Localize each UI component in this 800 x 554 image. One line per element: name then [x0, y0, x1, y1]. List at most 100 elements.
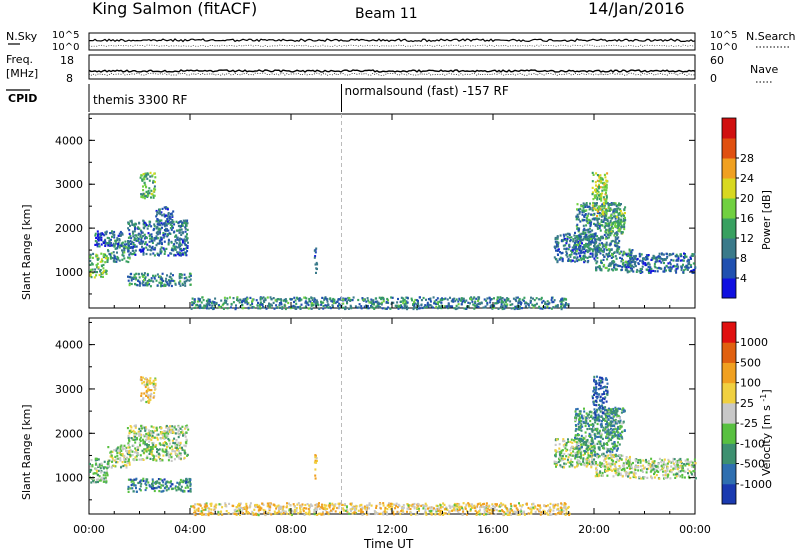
range-gate-cell	[684, 459, 687, 462]
range-gate-cell	[597, 217, 600, 220]
range-gate-cell	[105, 478, 108, 481]
range-gate-cell	[589, 252, 592, 255]
range-gate-cell	[110, 231, 113, 235]
range-gate-cell	[595, 473, 598, 476]
range-gate-cell	[631, 249, 634, 252]
range-gate-cell	[145, 486, 148, 490]
range-gate-cell	[173, 437, 176, 440]
range-gate-cell	[629, 267, 632, 270]
range-gate-cell	[577, 423, 580, 426]
freq-trace	[88, 69, 696, 73]
range-gate-cell	[149, 382, 152, 385]
range-gate-cell	[475, 297, 478, 300]
range-gate-cell	[119, 230, 122, 234]
range-gate-cell	[596, 226, 599, 229]
range-gate-cell	[601, 186, 604, 189]
range-gate-cell	[612, 453, 615, 457]
range-gate-cell	[158, 490, 161, 493]
range-gate-cell	[163, 229, 166, 232]
range-gate-cell	[607, 449, 609, 452]
range-gate-cell	[177, 456, 180, 459]
range-gate-cell	[594, 208, 597, 211]
range-gate-cell	[559, 450, 562, 454]
range-gate-cell	[137, 453, 140, 456]
range-gate-cell	[593, 202, 596, 205]
range-gate-cell	[598, 183, 600, 186]
range-gate-cell	[153, 388, 156, 391]
range-gate-cell	[178, 457, 181, 460]
range-gate-cell	[691, 253, 694, 256]
range-gate-cell	[617, 248, 620, 251]
range-gate-cell	[92, 252, 95, 255]
range-gate-cell	[591, 417, 594, 420]
range-gate-cell	[326, 297, 329, 301]
range-gate-cell	[616, 458, 619, 462]
range-gate-cell	[658, 457, 661, 460]
range-gate-cell	[601, 211, 604, 214]
range-gate-cell	[121, 253, 124, 257]
range-gate-cell	[183, 238, 186, 241]
range-gate-cell	[444, 297, 447, 300]
range-gate-cell	[616, 237, 619, 240]
range-gate-cell	[604, 213, 607, 216]
range-gate-cell	[171, 247, 174, 250]
range-gate-cell	[426, 304, 429, 307]
range-gate-cell	[142, 397, 145, 400]
range-gate-cell	[605, 224, 608, 227]
range-gate-cell	[259, 305, 261, 308]
range-gate-cell	[652, 269, 655, 272]
range-gate-cell	[601, 417, 604, 420]
range-gate-cell	[625, 253, 628, 256]
range-gate-cell	[174, 450, 176, 453]
range-gate-cell	[621, 257, 623, 260]
range-gate-cell	[618, 211, 621, 215]
range-gate-cell	[159, 224, 162, 227]
range-gate-cell	[155, 426, 158, 429]
range-gate-cell	[687, 266, 690, 269]
range-gate-cell	[591, 186, 594, 189]
range-gate-cell	[283, 304, 286, 307]
range-gate-cell	[186, 245, 189, 248]
range-gate-cell	[143, 197, 146, 200]
range-gate-cell	[517, 301, 520, 305]
range-gate-cell	[599, 193, 602, 196]
range-gate-cell	[460, 299, 462, 302]
range-gate-cell	[148, 220, 151, 223]
range-gate-cell	[587, 228, 590, 231]
range-gate-cell	[161, 207, 164, 210]
scatter-region	[313, 247, 319, 274]
range-gate-cell	[279, 306, 281, 309]
range-gate-cell	[601, 243, 604, 246]
range-gate-cell	[647, 464, 650, 467]
range-gate-cell	[135, 424, 137, 427]
range-gate-cell	[658, 267, 661, 270]
range-gate-cell	[557, 248, 560, 251]
range-gate-cell	[608, 243, 611, 246]
range-gate-cell	[265, 307, 268, 310]
range-gate-cell	[610, 208, 613, 211]
range-gate-cell	[100, 239, 103, 242]
range-gate-cell	[418, 296, 421, 299]
range-gate-cell	[118, 259, 121, 262]
range-gate-cell	[591, 252, 594, 255]
range-gate-cell	[603, 248, 606, 251]
range-gate-cell	[568, 243, 571, 246]
range-gate-cell	[110, 454, 113, 457]
range-gate-cell	[598, 384, 601, 387]
range-gate-cell	[659, 257, 662, 260]
range-gate-cell	[112, 242, 115, 245]
range-gate-cell	[174, 254, 177, 257]
range-gate-cell	[293, 296, 296, 299]
range-gate-cell	[148, 192, 151, 195]
range-gate-cell	[189, 283, 192, 286]
range-gate-cell	[574, 231, 576, 234]
range-gate-cell	[155, 481, 158, 484]
range-gate-cell	[158, 254, 160, 257]
range-gate-cell	[114, 239, 117, 243]
range-gate-cell	[181, 429, 184, 432]
range-gate-cell	[155, 215, 158, 218]
range-gate-cell	[611, 261, 614, 264]
range-gate-cell	[586, 256, 589, 259]
range-gate-cell	[348, 297, 351, 300]
range-gate-cell	[476, 303, 479, 306]
